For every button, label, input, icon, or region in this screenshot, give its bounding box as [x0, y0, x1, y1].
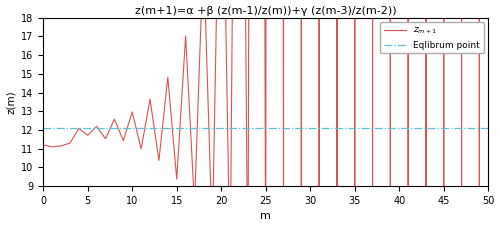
Legend: $z_{m+1}$, Eqlibrum point: $z_{m+1}$, Eqlibrum point [380, 22, 484, 54]
Eqlibrum point [40, 127, 46, 130]
$z_{m+1}$ [182, 35, 188, 37]
X-axis label: m: m [260, 211, 271, 222]
$z_{m+1}$ [174, 178, 180, 180]
Line: $z_{m+1}$: $z_{m+1}$ [43, 0, 488, 227]
$z_{m+1}$ [138, 148, 144, 150]
Title: z(m+1)=α +β (z(m-1)/z(m))+γ (z(m-3)/z(m-2)): z(m+1)=α +β (z(m-1)/z(m))+γ (z(m-3)/z(m-… [135, 5, 396, 16]
$z_{m+1}$ [40, 144, 46, 146]
Eqlibrum point [49, 127, 55, 130]
Y-axis label: z(m): z(m) [6, 90, 16, 114]
